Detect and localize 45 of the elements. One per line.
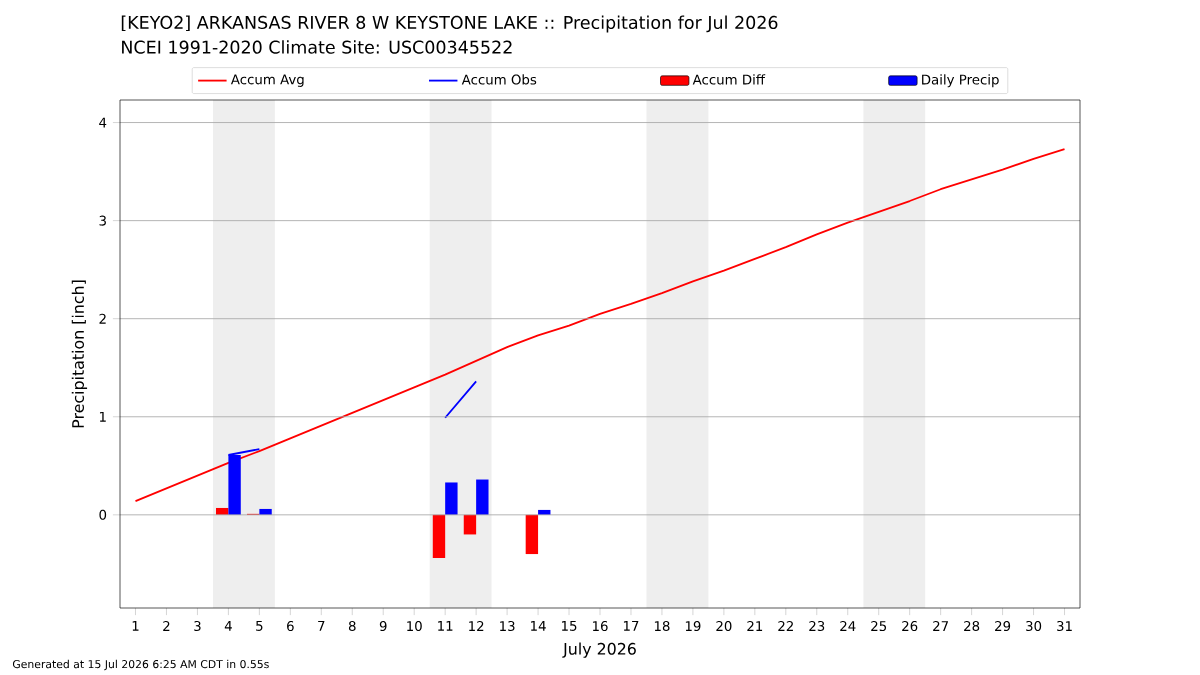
text: Generated at 15 Jul 2026 6:25 AM CDT in 0.55s: [12, 659, 269, 671]
x-tick-label: 11: [438, 621, 453, 631]
chart-title: [KEYO2] ARKANSAS RIVER 8 W KEYSTONE LAKE :: Precipitation for Jul 2026: [121, 15, 778, 33]
y-axis-title: Precipitation [inch]: [71, 280, 88, 428]
y-tick-label: 0: [99, 509, 107, 520]
x-tick-label: 30: [1026, 620, 1042, 632]
y-tick-label: 4: [99, 117, 107, 128]
x-tick-label: 29: [995, 620, 1011, 632]
chart-subtitle: NCEI 1991-2020 Climate Site: USC00345522: [122, 40, 512, 54]
x-tick-label: 25: [871, 620, 887, 632]
x-tick-label: 1: [132, 621, 139, 631]
x-tick-label: 12: [469, 620, 484, 631]
x-tick-label: 20: [716, 620, 732, 632]
legend-label: Accum Diff: [692, 74, 766, 85]
x-tick-label: 27: [933, 620, 948, 631]
x-tick-label: 22: [778, 620, 793, 631]
x-tick-label: 23: [809, 620, 825, 632]
x-tick-label: 3: [194, 620, 201, 632]
x-tick-label: 17: [623, 621, 639, 631]
x-tick-label: 5: [256, 621, 263, 631]
x-tick-label: 2: [163, 620, 170, 631]
x-tick-label: 10: [407, 620, 422, 632]
x-tick-label: 21: [747, 620, 763, 631]
x-tick-label: 9: [379, 620, 387, 632]
x-tick-label: 4: [224, 621, 232, 631]
x-tick-label: 16: [592, 620, 608, 632]
x-tick-label: 7: [318, 621, 325, 631]
x-tick-label: 28: [964, 620, 980, 632]
x-axis-title: July 2026: [562, 642, 636, 658]
x-tick-label: 24: [840, 620, 856, 631]
y-tick-label: 3: [99, 215, 106, 226]
x-tick-label: 14: [531, 621, 546, 631]
x-tick-label: 15: [562, 621, 577, 631]
x-tick-label: 18: [654, 620, 670, 632]
x-tick-label: 31: [1057, 620, 1072, 632]
x-tick-label: 13: [500, 620, 515, 632]
legend-label: Accum Avg: [230, 74, 304, 87]
legend-label: Accum Obs: [461, 74, 537, 85]
x-tick-label: 6: [287, 620, 294, 632]
x-tick-label: 26: [902, 620, 918, 632]
x-tick-label: 8: [348, 620, 356, 632]
legend-label: Daily Precip: [922, 74, 999, 88]
x-tick-label: 19: [685, 620, 701, 632]
y-tick-label: 1: [99, 411, 106, 422]
y-tick-label: 2: [99, 313, 106, 324]
